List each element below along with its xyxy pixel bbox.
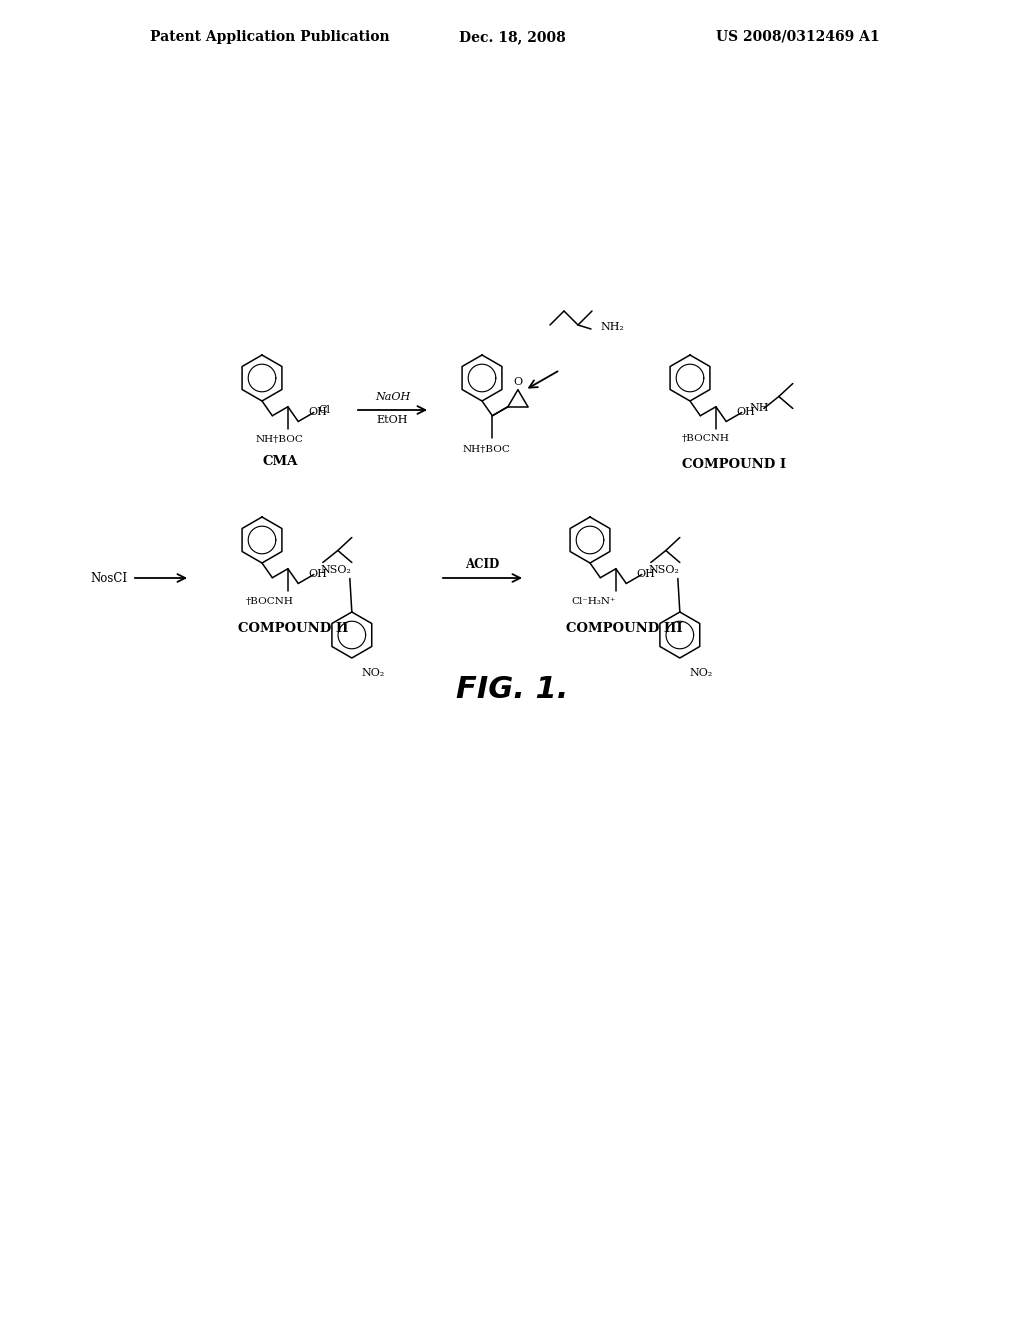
Text: Patent Application Publication: Patent Application Publication xyxy=(150,30,389,44)
Text: NH: NH xyxy=(750,404,769,413)
Text: COMPOUND II: COMPOUND II xyxy=(238,622,348,635)
Text: NH†BOC: NH†BOC xyxy=(256,436,304,445)
Text: †BOCNH: †BOCNH xyxy=(246,597,294,606)
Text: Cl: Cl xyxy=(318,405,331,416)
Text: OH: OH xyxy=(636,569,655,579)
Text: NosCI: NosCI xyxy=(91,572,128,585)
Text: CMA: CMA xyxy=(262,455,298,469)
Text: OH: OH xyxy=(736,408,755,417)
Text: NaOH: NaOH xyxy=(375,392,411,403)
Text: OH: OH xyxy=(308,569,327,579)
Text: ACID: ACID xyxy=(465,558,500,572)
Text: NH₂: NH₂ xyxy=(600,322,624,333)
Text: NSO₂: NSO₂ xyxy=(321,565,351,576)
Text: COMPOUND I: COMPOUND I xyxy=(682,458,786,471)
Text: US 2008/0312469 A1: US 2008/0312469 A1 xyxy=(717,30,880,44)
Text: O: O xyxy=(513,376,522,387)
Text: NO₂: NO₂ xyxy=(690,668,713,678)
Text: FIG. 1.: FIG. 1. xyxy=(456,676,568,705)
Text: NH†BOC: NH†BOC xyxy=(463,445,510,454)
Text: †BOCNH: †BOCNH xyxy=(682,434,730,444)
Text: Cl⁻H₃N⁺: Cl⁻H₃N⁺ xyxy=(571,597,616,606)
Text: NSO₂: NSO₂ xyxy=(649,565,680,576)
Text: NO₂: NO₂ xyxy=(361,668,385,678)
Text: OH: OH xyxy=(308,408,327,417)
Text: Dec. 18, 2008: Dec. 18, 2008 xyxy=(459,30,565,44)
Text: COMPOUND III: COMPOUND III xyxy=(565,622,682,635)
Text: EtOH: EtOH xyxy=(377,414,409,425)
